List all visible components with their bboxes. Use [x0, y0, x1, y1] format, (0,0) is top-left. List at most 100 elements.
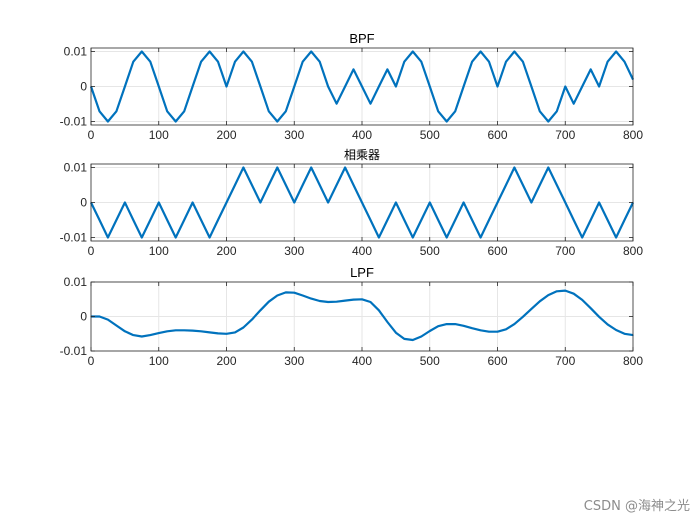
data-point [208, 331, 211, 333]
data-point [225, 85, 228, 88]
data-point [251, 319, 253, 321]
data-point [352, 298, 355, 301]
data-point [488, 331, 490, 333]
data-point [361, 85, 363, 88]
data-point [98, 110, 101, 112]
data-point [124, 330, 126, 332]
data-point [420, 335, 422, 338]
data-point [564, 201, 566, 204]
data-point [344, 85, 346, 88]
data-point [124, 85, 126, 88]
x-tick-label: 100 [149, 354, 169, 368]
data-point [259, 85, 261, 88]
data-point [479, 236, 482, 239]
data-point [573, 219, 575, 221]
data-point [420, 219, 422, 221]
data-point [141, 50, 143, 53]
data-point [259, 309, 261, 311]
data-point [259, 201, 261, 204]
data-point [319, 184, 321, 186]
data-point [590, 219, 592, 221]
data-point [352, 184, 355, 186]
data-point [208, 50, 211, 53]
data-point [225, 201, 228, 204]
data-point [573, 293, 575, 295]
data-point [573, 103, 575, 105]
data-point [412, 339, 414, 341]
data-point [132, 219, 134, 221]
data-point [293, 292, 295, 294]
data-point [192, 330, 194, 332]
y-tick-label: 0.01 [64, 275, 88, 289]
data-point [564, 290, 566, 292]
y-tick-label: 0 [80, 310, 87, 324]
data-point [352, 68, 355, 70]
data-point [242, 166, 245, 169]
x-tick-label: 600 [487, 354, 507, 368]
data-point [403, 219, 405, 221]
data-point [242, 50, 245, 53]
data-point [539, 300, 541, 302]
data-point [386, 68, 389, 70]
data-point [192, 85, 194, 88]
data-point [166, 330, 168, 332]
data-point [378, 236, 380, 239]
data-point [310, 297, 312, 300]
data-point [158, 201, 160, 204]
data-point [335, 103, 338, 105]
x-tick-label: 700 [555, 354, 575, 368]
data-point [395, 201, 397, 204]
data-point [107, 236, 109, 239]
data-point [471, 61, 473, 63]
data-point [107, 120, 109, 123]
data-point [581, 85, 583, 88]
data-point [505, 61, 507, 63]
data-point [606, 61, 609, 63]
data-point [598, 316, 600, 318]
data-point [361, 298, 363, 300]
data-point [310, 50, 312, 53]
data-point [471, 327, 473, 329]
data-point [547, 166, 549, 169]
x-tick-label: 700 [555, 244, 575, 258]
x-tick-label: 100 [149, 244, 169, 258]
data-point [158, 332, 160, 334]
data-point [446, 323, 448, 325]
data-point [505, 184, 507, 186]
data-point [242, 326, 245, 329]
data-point [488, 61, 490, 63]
data-point [412, 50, 414, 53]
data-point [344, 166, 346, 169]
y-tick-label: 0 [80, 80, 87, 94]
data-point [530, 85, 532, 88]
data-point [200, 330, 202, 332]
data-point [505, 328, 507, 330]
data-point [581, 299, 583, 301]
data-point [454, 219, 456, 221]
data-point [590, 68, 592, 70]
data-point [623, 333, 626, 335]
data-point [98, 315, 101, 318]
data-point [149, 334, 151, 336]
data-point [547, 294, 549, 296]
data-point [496, 201, 499, 204]
y-tick-label: -0.01 [60, 344, 88, 358]
data-point [496, 331, 499, 333]
data-point [522, 184, 524, 186]
data-point [192, 201, 194, 204]
data-point [285, 110, 287, 112]
x-tick-label: 0 [88, 354, 95, 368]
x-tick-label: 400 [352, 354, 372, 368]
data-point [386, 321, 389, 323]
data-point [234, 331, 236, 333]
data-point [471, 219, 473, 221]
data-point [319, 61, 321, 63]
data-point [234, 61, 236, 63]
data-point [479, 329, 482, 331]
data-point [149, 61, 151, 63]
y-tick-label: -0.01 [60, 231, 88, 245]
data-point [556, 184, 558, 186]
